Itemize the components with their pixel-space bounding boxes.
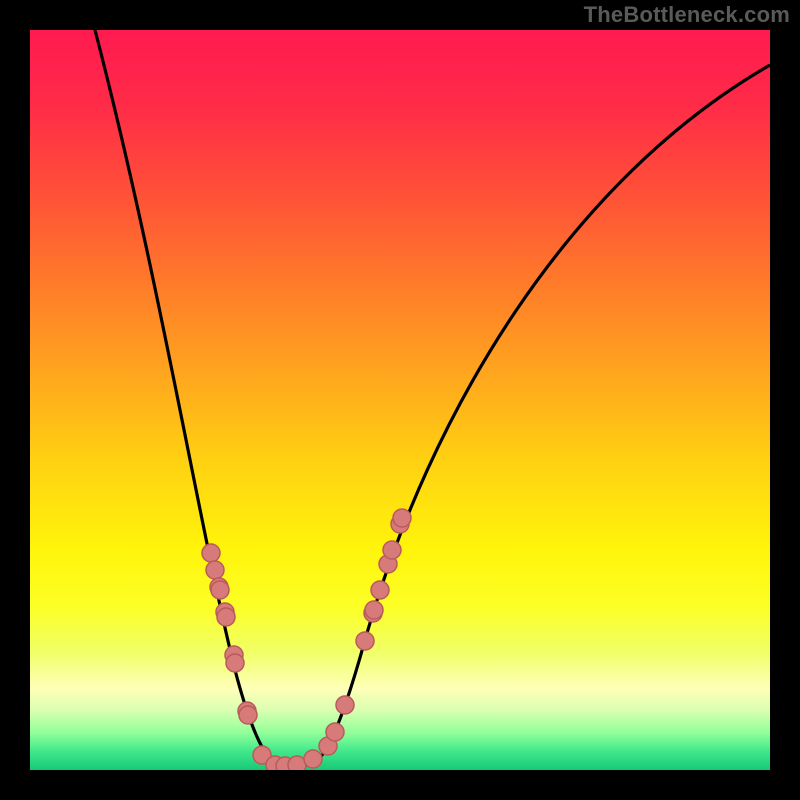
data-marker [217,608,235,626]
plot-area [30,30,770,770]
watermark-text: TheBottleneck.com [584,2,790,28]
chart-container: TheBottleneck.com [0,0,800,800]
data-marker [365,601,383,619]
data-marker [371,581,389,599]
data-marker [211,581,229,599]
data-marker [356,632,374,650]
data-marker [383,541,401,559]
data-marker [393,509,411,527]
data-marker [336,696,354,714]
data-marker [326,723,344,741]
data-marker [226,654,244,672]
data-marker [202,544,220,562]
data-marker [304,750,322,768]
gradient-background [30,30,770,770]
data-marker [206,561,224,579]
data-marker [239,706,257,724]
